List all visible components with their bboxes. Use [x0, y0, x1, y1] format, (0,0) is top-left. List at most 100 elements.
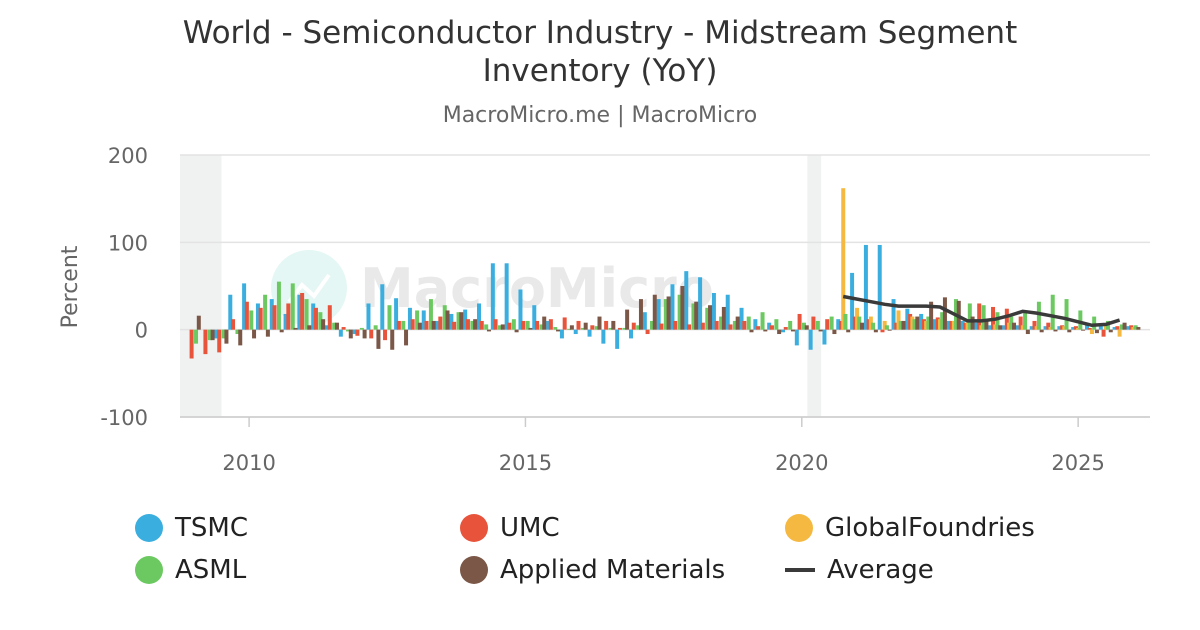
bar-tsmc	[490, 263, 495, 330]
bar-tsmc	[338, 329, 343, 337]
bar-applied-materials	[293, 327, 298, 330]
bar-umc	[631, 322, 636, 330]
bar-tsmc	[684, 271, 689, 330]
legend-item-globalfoundries[interactable]: GlobalFoundries	[785, 511, 1035, 545]
bar-applied-materials	[1122, 322, 1127, 330]
bar-globalfoundries	[896, 310, 901, 330]
y-tick-label: 200	[108, 144, 148, 168]
bar-applied-materials	[763, 329, 768, 332]
bar-applied-materials	[790, 329, 795, 332]
bar-tsmc	[297, 294, 302, 330]
bar-tsmc	[532, 305, 537, 330]
bar-applied-materials	[777, 329, 782, 335]
bar-umc	[866, 319, 871, 330]
bar-applied-materials	[528, 327, 533, 330]
bar-tsmc	[836, 319, 841, 330]
recession-band-1	[807, 155, 822, 417]
bar-asml	[428, 299, 433, 330]
bar-globalfoundries	[965, 322, 970, 330]
bar-umc	[673, 320, 678, 330]
bar-tsmc	[656, 299, 661, 330]
chart-title-line-2: Inventory (YoY)	[482, 53, 718, 89]
bar-applied-materials	[265, 329, 270, 337]
bar-umc	[687, 324, 692, 330]
bar-tsmc	[1043, 326, 1048, 330]
bar-tsmc	[449, 313, 454, 330]
bar-asml	[373, 325, 378, 330]
bar-applied-materials	[500, 324, 505, 330]
legend-swatch-tsmc	[135, 514, 163, 542]
bar-umc	[714, 320, 719, 330]
bar-asml	[553, 327, 558, 330]
legend-item-tsmc[interactable]: TSMC	[135, 511, 248, 545]
bar-tsmc	[1126, 326, 1131, 330]
bar-umc	[1115, 326, 1120, 330]
bar-tsmc	[518, 289, 523, 330]
bar-applied-materials	[362, 329, 367, 339]
bar-umc	[1032, 320, 1037, 330]
legend-item-average[interactable]: Average	[785, 553, 934, 587]
bar-applied-materials	[832, 329, 837, 335]
bar-umc	[217, 329, 222, 353]
bar-umc	[231, 319, 236, 330]
bar-tsmc	[1015, 325, 1020, 330]
bar-tsmc	[214, 329, 219, 339]
bar-asml	[1036, 301, 1041, 330]
bar-umc	[894, 322, 899, 330]
bar-umc	[921, 319, 926, 330]
bar-applied-materials	[348, 329, 353, 339]
bar-applied-materials	[680, 286, 685, 330]
legend-swatch-globalfoundries	[785, 514, 813, 542]
bar-umc	[1129, 325, 1134, 330]
bar-globalfoundries	[1076, 327, 1081, 330]
bar-asml	[1092, 316, 1097, 330]
bar-umc	[1004, 308, 1009, 330]
legend-swatch-asml	[135, 556, 163, 584]
bar-umc	[244, 301, 249, 330]
bar-applied-materials	[970, 316, 975, 330]
bar-asml	[594, 326, 599, 330]
legend-item-applied-materials[interactable]: Applied Materials	[460, 553, 725, 587]
bar-tsmc	[932, 319, 937, 330]
bar-asml	[691, 303, 696, 330]
bar-asml	[1133, 325, 1138, 330]
bar-tsmc	[808, 329, 813, 350]
bar-umc	[313, 307, 318, 330]
legend-item-asml[interactable]: ASML	[135, 553, 246, 587]
y-tick-label: 100	[108, 231, 148, 255]
bar-applied-materials	[417, 322, 422, 330]
bar-umc	[203, 329, 208, 355]
lines	[842, 294, 1121, 328]
bar-tsmc	[421, 310, 426, 330]
bar-tsmc	[905, 308, 910, 330]
chart-subtitle: MacroMicro.me | MacroMicro	[442, 103, 758, 128]
watermark-trend-icon	[287, 273, 331, 304]
watermark-text: MacroMicro	[360, 257, 714, 320]
bar-asml	[871, 322, 876, 330]
bar-tsmc	[546, 320, 551, 330]
bar-asml	[802, 322, 807, 330]
bar-applied-materials	[929, 301, 934, 330]
bar-applied-materials	[942, 297, 947, 330]
bar-applied-materials	[998, 325, 1003, 330]
bar-applied-materials	[224, 329, 229, 344]
bar-globalfoundries	[979, 325, 984, 330]
bar-globalfoundries	[924, 320, 929, 330]
bar-tsmc	[1084, 324, 1089, 330]
bar-applied-materials	[376, 329, 381, 349]
bar-asml	[1078, 310, 1083, 330]
bar-applied-materials	[984, 320, 989, 330]
bar-umc	[797, 313, 802, 330]
bar-asml	[456, 312, 461, 330]
bar-tsmc	[946, 320, 951, 330]
bar-tsmc	[407, 307, 412, 330]
bar-asml	[207, 329, 212, 341]
bar-umc	[783, 327, 788, 330]
bar-tsmc	[255, 303, 260, 330]
bar-tsmc	[711, 292, 716, 330]
legend-item-umc[interactable]: UMC	[460, 511, 560, 545]
bar-applied-materials	[238, 329, 243, 346]
bar-umc	[576, 320, 581, 330]
bar-tsmc	[463, 309, 468, 330]
